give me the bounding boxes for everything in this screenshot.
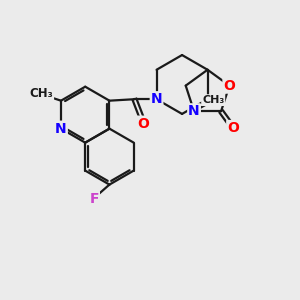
Text: CH₃: CH₃ xyxy=(202,95,224,105)
Text: F: F xyxy=(89,192,99,206)
Text: N: N xyxy=(55,122,67,136)
Text: CH₃: CH₃ xyxy=(29,86,53,100)
Text: O: O xyxy=(227,121,239,135)
Text: O: O xyxy=(224,79,235,93)
Text: N: N xyxy=(151,92,162,106)
Text: O: O xyxy=(137,117,149,130)
Text: N: N xyxy=(188,104,200,118)
